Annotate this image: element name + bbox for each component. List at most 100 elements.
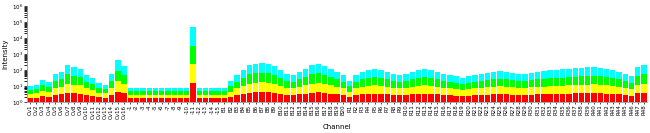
- Bar: [247, 74, 252, 84]
- Bar: [359, 87, 365, 94]
- Bar: [247, 93, 252, 102]
- Bar: [90, 84, 96, 90]
- Bar: [366, 86, 371, 94]
- Bar: [53, 81, 58, 88]
- Bar: [222, 95, 227, 98]
- Bar: [140, 91, 146, 95]
- Bar: [391, 74, 396, 81]
- Bar: [203, 95, 208, 98]
- Bar: [397, 88, 402, 95]
- Bar: [454, 76, 459, 83]
- Bar: [585, 93, 590, 102]
- Bar: [328, 94, 333, 102]
- Bar: [347, 86, 352, 92]
- Bar: [140, 98, 146, 102]
- Bar: [316, 83, 321, 92]
- Bar: [103, 89, 108, 93]
- Bar: [523, 95, 528, 102]
- Bar: [485, 80, 490, 87]
- Bar: [497, 79, 502, 86]
- Bar: [528, 88, 534, 95]
- Bar: [353, 95, 359, 102]
- Bar: [566, 85, 571, 94]
- Bar: [428, 70, 434, 78]
- Bar: [478, 88, 484, 95]
- Bar: [209, 98, 215, 102]
- Bar: [473, 82, 478, 88]
- Bar: [77, 77, 83, 85]
- Bar: [422, 77, 428, 85]
- Bar: [523, 74, 528, 81]
- Bar: [610, 78, 616, 86]
- Bar: [597, 93, 603, 102]
- Bar: [153, 88, 158, 91]
- Bar: [397, 95, 402, 102]
- Bar: [592, 93, 597, 102]
- Bar: [535, 80, 540, 87]
- Bar: [372, 94, 378, 102]
- Bar: [629, 76, 634, 83]
- Bar: [454, 95, 459, 102]
- Bar: [65, 65, 70, 74]
- Bar: [146, 98, 152, 102]
- Bar: [90, 78, 96, 84]
- Bar: [328, 85, 333, 94]
- Bar: [573, 93, 578, 102]
- X-axis label: Channel: Channel: [323, 124, 352, 130]
- Bar: [59, 87, 64, 94]
- Bar: [266, 83, 271, 92]
- Bar: [378, 78, 383, 86]
- Bar: [84, 88, 89, 95]
- Bar: [128, 88, 133, 91]
- Bar: [59, 94, 64, 102]
- Bar: [441, 81, 447, 88]
- Bar: [253, 73, 258, 83]
- Bar: [416, 78, 421, 86]
- Bar: [391, 81, 396, 88]
- Bar: [422, 69, 428, 77]
- Bar: [404, 74, 409, 81]
- Bar: [610, 94, 616, 102]
- Bar: [516, 95, 521, 102]
- Bar: [165, 91, 171, 95]
- Bar: [84, 95, 89, 102]
- Bar: [240, 70, 246, 78]
- Bar: [134, 95, 139, 98]
- Bar: [228, 92, 233, 97]
- Bar: [347, 81, 352, 86]
- Bar: [115, 60, 120, 71]
- Bar: [203, 91, 208, 95]
- Bar: [84, 82, 89, 88]
- Bar: [222, 98, 227, 102]
- Bar: [385, 94, 390, 102]
- Bar: [378, 70, 383, 78]
- Bar: [190, 46, 196, 65]
- Bar: [422, 85, 428, 94]
- Bar: [341, 88, 346, 95]
- Bar: [385, 87, 390, 94]
- Bar: [485, 72, 490, 80]
- Bar: [115, 71, 120, 81]
- Bar: [109, 81, 114, 88]
- Bar: [566, 94, 571, 102]
- Bar: [278, 94, 283, 102]
- Bar: [96, 97, 102, 102]
- Bar: [541, 94, 547, 102]
- Bar: [629, 89, 634, 95]
- Bar: [578, 68, 584, 76]
- Bar: [422, 94, 428, 102]
- Bar: [460, 90, 465, 96]
- Bar: [109, 88, 114, 95]
- Bar: [203, 98, 208, 102]
- Bar: [347, 92, 352, 97]
- Bar: [159, 98, 164, 102]
- Bar: [115, 92, 120, 102]
- Bar: [159, 91, 164, 95]
- Bar: [573, 77, 578, 85]
- Bar: [272, 66, 277, 75]
- Bar: [178, 95, 183, 98]
- Bar: [554, 86, 559, 94]
- Bar: [359, 79, 365, 87]
- Bar: [359, 94, 365, 102]
- Bar: [573, 68, 578, 77]
